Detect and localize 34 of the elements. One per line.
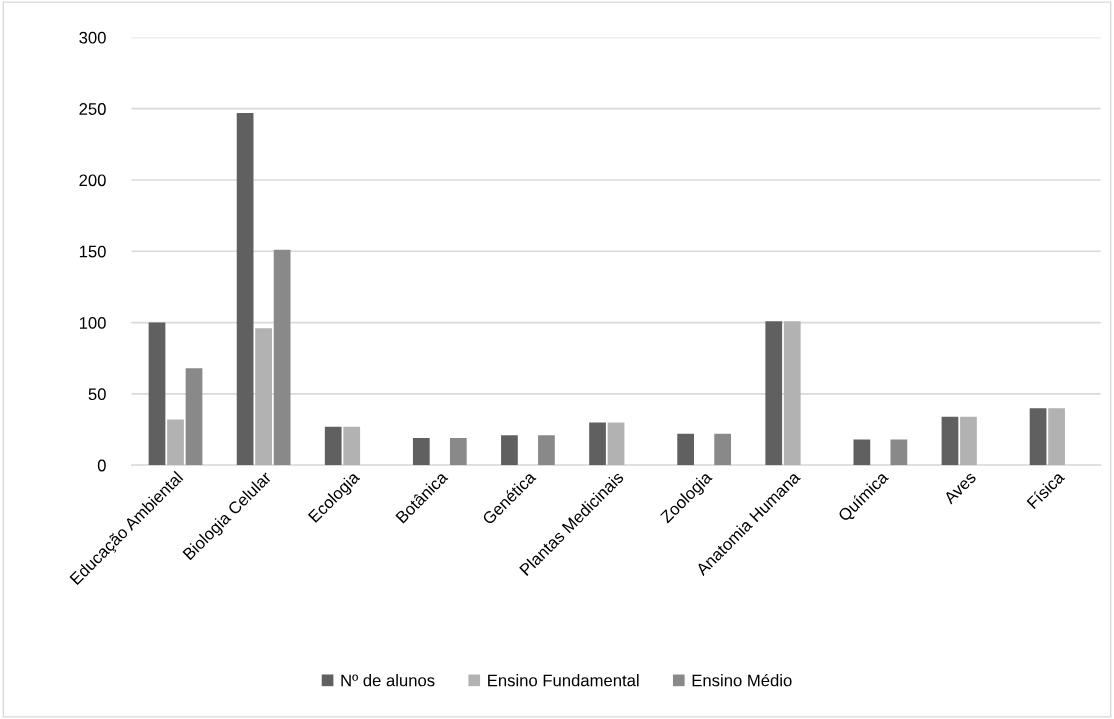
bar (960, 416, 977, 466)
bar (236, 112, 254, 466)
bar (324, 426, 342, 466)
y-tick-label: 0 (97, 459, 106, 472)
bar (714, 433, 732, 466)
y-tick-label: 300 (79, 31, 106, 44)
bar (765, 321, 783, 466)
bar (538, 435, 555, 466)
bar (941, 416, 959, 466)
bar (185, 368, 203, 466)
bar (167, 419, 184, 466)
bar (273, 249, 291, 466)
bar (343, 426, 361, 466)
legend-label: Ensino Médio (692, 673, 792, 687)
y-tick-label: 100 (79, 316, 106, 329)
y-tick-label: 200 (79, 174, 106, 187)
bar (783, 321, 801, 466)
bar (890, 439, 908, 466)
bar (449, 438, 467, 466)
y-tick-label: 250 (79, 103, 106, 115)
bar (677, 433, 695, 466)
legend-label: Nº de alunos (341, 674, 435, 687)
bar (1029, 408, 1047, 466)
bar (589, 422, 606, 466)
legend-label: Ensino Fundamental (488, 674, 639, 687)
bar (607, 422, 625, 466)
bar (148, 322, 166, 466)
bar (412, 438, 430, 466)
bar (255, 328, 272, 466)
y-tick-label: 50 (88, 388, 106, 401)
bar (853, 439, 871, 466)
bar (501, 435, 518, 466)
y-tick-label: 150 (79, 245, 106, 258)
bar (1048, 408, 1065, 466)
